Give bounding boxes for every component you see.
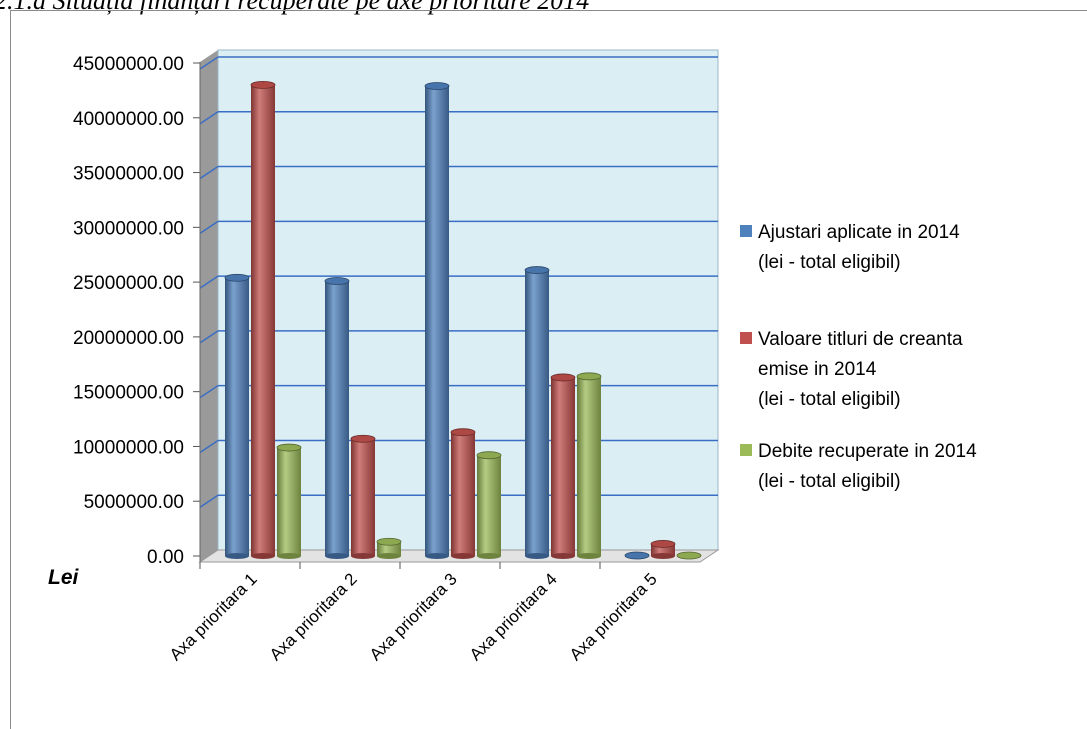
legend-label: (lei - total eligibil) xyxy=(758,252,901,273)
y-tick-label: 20000000.00 xyxy=(73,328,184,349)
bar-base xyxy=(451,553,475,559)
gridline-side xyxy=(199,165,219,180)
bar-base xyxy=(551,553,575,559)
x-category-label: Axa prioritara 5 xyxy=(566,569,661,664)
bar-body xyxy=(377,541,401,556)
gridline-side xyxy=(199,385,219,399)
x-category-label: Axa prioritara 2 xyxy=(266,569,361,664)
bar-base xyxy=(377,553,401,559)
bar xyxy=(676,551,702,560)
y-tick-label: 40000000.00 xyxy=(73,109,184,130)
bar-top xyxy=(350,434,376,443)
y-tick-label: 15000000.00 xyxy=(73,383,184,404)
bar-base xyxy=(351,553,375,559)
bar xyxy=(550,373,576,559)
bar-base xyxy=(425,553,449,559)
gridline-side xyxy=(199,330,219,344)
bar xyxy=(524,266,550,559)
bar xyxy=(424,82,450,559)
bar xyxy=(624,551,650,560)
bar-base xyxy=(651,553,675,559)
chart-frame xyxy=(10,10,1087,729)
bar-marks xyxy=(224,81,702,560)
bar-body xyxy=(451,432,475,556)
bar xyxy=(576,372,602,559)
bar xyxy=(650,540,676,559)
gridline-side xyxy=(199,494,219,508)
bar-base xyxy=(251,553,275,559)
legend-label: (lei - total eligibil) xyxy=(758,471,901,492)
bar-body xyxy=(351,438,375,556)
x-axis-ticks: Axa prioritara 1 Axa prioritara 2 Axa prio… xyxy=(166,562,661,664)
gridline-side xyxy=(199,220,219,234)
bar-body xyxy=(525,270,549,556)
bar-base xyxy=(477,553,501,559)
y-tick-label: 25000000.00 xyxy=(73,273,184,294)
legend: Ajustari aplicate in 2014 (lei - total el… xyxy=(740,222,977,492)
y-axis-ticks: 0.00 5000000.00 10000000.00 15000000.00 2000… xyxy=(73,54,201,568)
bar-top xyxy=(576,372,602,381)
bar xyxy=(224,273,250,559)
bar-base xyxy=(577,553,601,559)
bar-top xyxy=(524,266,550,274)
legend-swatch xyxy=(740,444,752,456)
legend-swatch xyxy=(740,332,752,344)
y-tick-label: 10000000.00 xyxy=(73,437,184,458)
y-tick-label: 0.00 xyxy=(147,547,184,568)
bar-body xyxy=(277,447,301,556)
bar-body xyxy=(225,277,249,556)
y-unit-label: Lei xyxy=(48,566,80,589)
bar-top xyxy=(650,540,676,548)
x-category-label: Axa prioritara 1 xyxy=(166,569,261,664)
bar-body xyxy=(251,84,275,557)
legend-label: emise in 2014 xyxy=(758,359,877,380)
legend-label: Ajustari aplicate in 2014 xyxy=(758,222,960,243)
legend-label: Valoare titluri de creanta xyxy=(758,329,963,350)
bar-base xyxy=(225,553,249,559)
bar xyxy=(276,443,302,559)
bar-body xyxy=(577,376,601,556)
bar-base xyxy=(277,553,301,559)
y-tick-label: 45000000.00 xyxy=(73,54,184,75)
bar-top xyxy=(550,373,576,382)
bar-top xyxy=(376,537,402,546)
bar-body xyxy=(477,455,501,556)
bar xyxy=(376,537,402,559)
y-tick-label: 30000000.00 xyxy=(73,218,184,239)
bar-top xyxy=(450,428,476,437)
bar-top xyxy=(424,82,450,90)
x-category-label: Axa prioritara 3 xyxy=(366,569,461,664)
legend-label: (lei - total eligibil) xyxy=(758,389,901,410)
bar-top xyxy=(676,551,702,560)
bar-top xyxy=(624,551,650,560)
bar-body xyxy=(425,86,449,557)
y-tick-label: 35000000.00 xyxy=(73,164,184,185)
gridline-side xyxy=(199,56,219,70)
bar-top xyxy=(324,277,350,285)
bar xyxy=(250,81,276,559)
bar xyxy=(450,428,476,559)
gridline-side xyxy=(199,111,219,125)
gridline-side xyxy=(199,439,219,454)
bar-body xyxy=(325,281,349,556)
bar xyxy=(350,434,376,559)
legend-label: Debite recuperate in 2014 xyxy=(758,441,977,462)
y-tick-label: 5000000.00 xyxy=(84,492,184,513)
legend-swatch xyxy=(740,225,752,237)
bar-top xyxy=(224,273,250,282)
side-wall xyxy=(200,50,218,562)
gridline-side xyxy=(199,275,219,289)
bar-top xyxy=(476,451,502,460)
bar-base xyxy=(525,553,549,559)
bar-body xyxy=(551,377,575,556)
bar xyxy=(476,451,502,559)
x-category-label: Axa prioritara 4 xyxy=(466,569,561,664)
bar-top xyxy=(276,443,302,452)
bar xyxy=(324,277,350,559)
bar-top xyxy=(250,81,276,89)
bar-base xyxy=(325,553,349,559)
chart-caption: 2.1.a Situația finanțări recuperate pe a… xyxy=(0,0,590,15)
